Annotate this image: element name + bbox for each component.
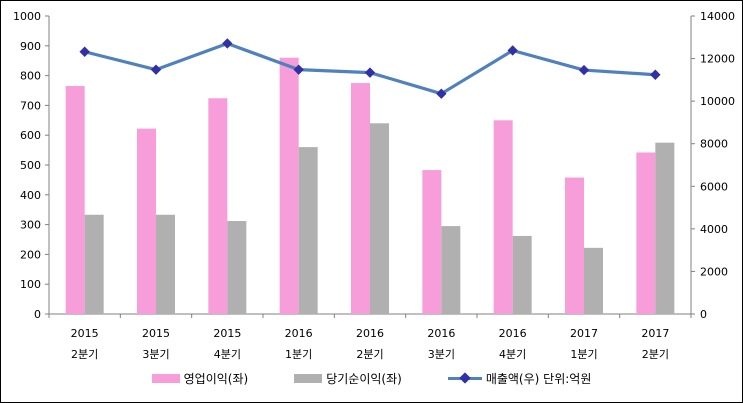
net-income-bar [370,123,389,314]
x-axis-label-quarter: 1분기 [570,348,597,361]
right-axis-tick-label: 14000 [700,10,735,23]
x-axis-label-year: 2015 [213,327,241,340]
x-axis-label-year: 2016 [499,327,527,340]
legend-item-net-income: 당기순이익(좌) [294,370,402,387]
left-axis-tick-label: 500 [20,159,41,172]
left-axis-tick-label: 100 [20,278,41,291]
revenue-marker-icon [650,69,661,80]
operating-profit-bar [565,177,584,314]
left-axis-tick-label: 300 [20,219,41,232]
net-income-bar [441,226,461,314]
operating-profit-bar [279,57,299,314]
x-axis-label-quarter: 4분기 [499,348,526,361]
operating-profit-bar [351,83,370,314]
x-axis-label-year: 2015 [71,327,99,340]
net-income-swatch-icon [294,374,323,383]
left-axis-tick-label: 600 [20,129,41,142]
left-axis-tick-label: 0 [34,308,41,321]
operating-profit-bar [636,152,656,314]
right-axis-tick-label: 10000 [700,95,735,108]
x-axis-label-quarter: 4분기 [214,348,241,361]
legend-item-revenue: 매출액(우) 단위:억원 [447,370,592,387]
x-axis-label-quarter: 1분기 [285,348,312,361]
left-axis-tick-label: 700 [20,99,41,112]
x-axis-label-year: 2016 [427,327,455,340]
revenue-marker-icon [578,64,590,76]
revenue-marker-icon [436,88,447,99]
legend-label-net-income: 당기순이익(좌) [326,372,402,386]
net-income-bar [84,214,104,314]
left-axis-tick-label: 400 [20,189,41,202]
net-income-bar [655,142,675,314]
x-axis-label-quarter: 3분기 [428,348,455,361]
right-axis-tick-label: 4000 [700,223,728,236]
left-axis-tick-label: 800 [20,70,41,83]
operating-profit-bar [422,170,442,314]
operating-profit-bar [65,86,85,314]
net-income-bar [227,221,247,314]
operating-profit-swatch-icon [151,374,180,383]
left-axis-tick-label: 200 [20,248,41,261]
right-axis-tick-label: 6000 [700,180,728,193]
x-axis-label-year: 2016 [285,327,313,340]
legend-label-operating-profit: 영업이익(좌) [183,372,249,386]
revenue-line-marker-icon [447,372,482,384]
net-income-bar [156,214,175,314]
operating-profit-bar [493,120,513,314]
right-axis-tick-label: 12000 [700,53,735,66]
revenue-marker-icon [293,64,304,75]
net-income-bar [298,147,318,314]
left-axis-tick-label: 900 [20,40,41,53]
revenue-marker-icon [364,67,376,78]
revenue-marker-icon [79,46,90,57]
x-axis-label-year: 2017 [641,327,669,340]
operating-profit-bar [208,98,228,314]
x-axis-label-quarter: 2분기 [356,348,383,361]
x-axis-label-quarter: 3분기 [142,348,169,361]
right-axis-tick-label: 8000 [700,138,728,151]
legend: 영업이익(좌) 당기순이익(좌) 매출액(우) 단위:억원 [1,370,742,387]
x-axis-label-year: 2017 [570,327,598,340]
legend-item-operating-profit: 영업이익(좌) [151,370,249,387]
revenue-marker-icon [507,45,518,56]
operating-profit-bar [137,128,156,314]
x-axis-label-quarter: 2분기 [642,348,669,361]
revenue-marker-icon [222,38,233,49]
legend-label-revenue: 매출액(우) 단위:억원 [485,372,592,386]
net-income-bar [584,247,603,314]
revenue-marker-icon [150,64,162,75]
x-axis-label-quarter: 2분기 [71,348,98,361]
left-axis-tick-label: 1000 [13,10,41,23]
right-axis-tick-label: 2000 [700,265,728,278]
x-axis-label-year: 2016 [356,327,384,340]
right-axis-tick-label: 0 [700,308,707,321]
net-income-bar [512,235,532,314]
x-axis-label-year: 2015 [142,327,170,340]
